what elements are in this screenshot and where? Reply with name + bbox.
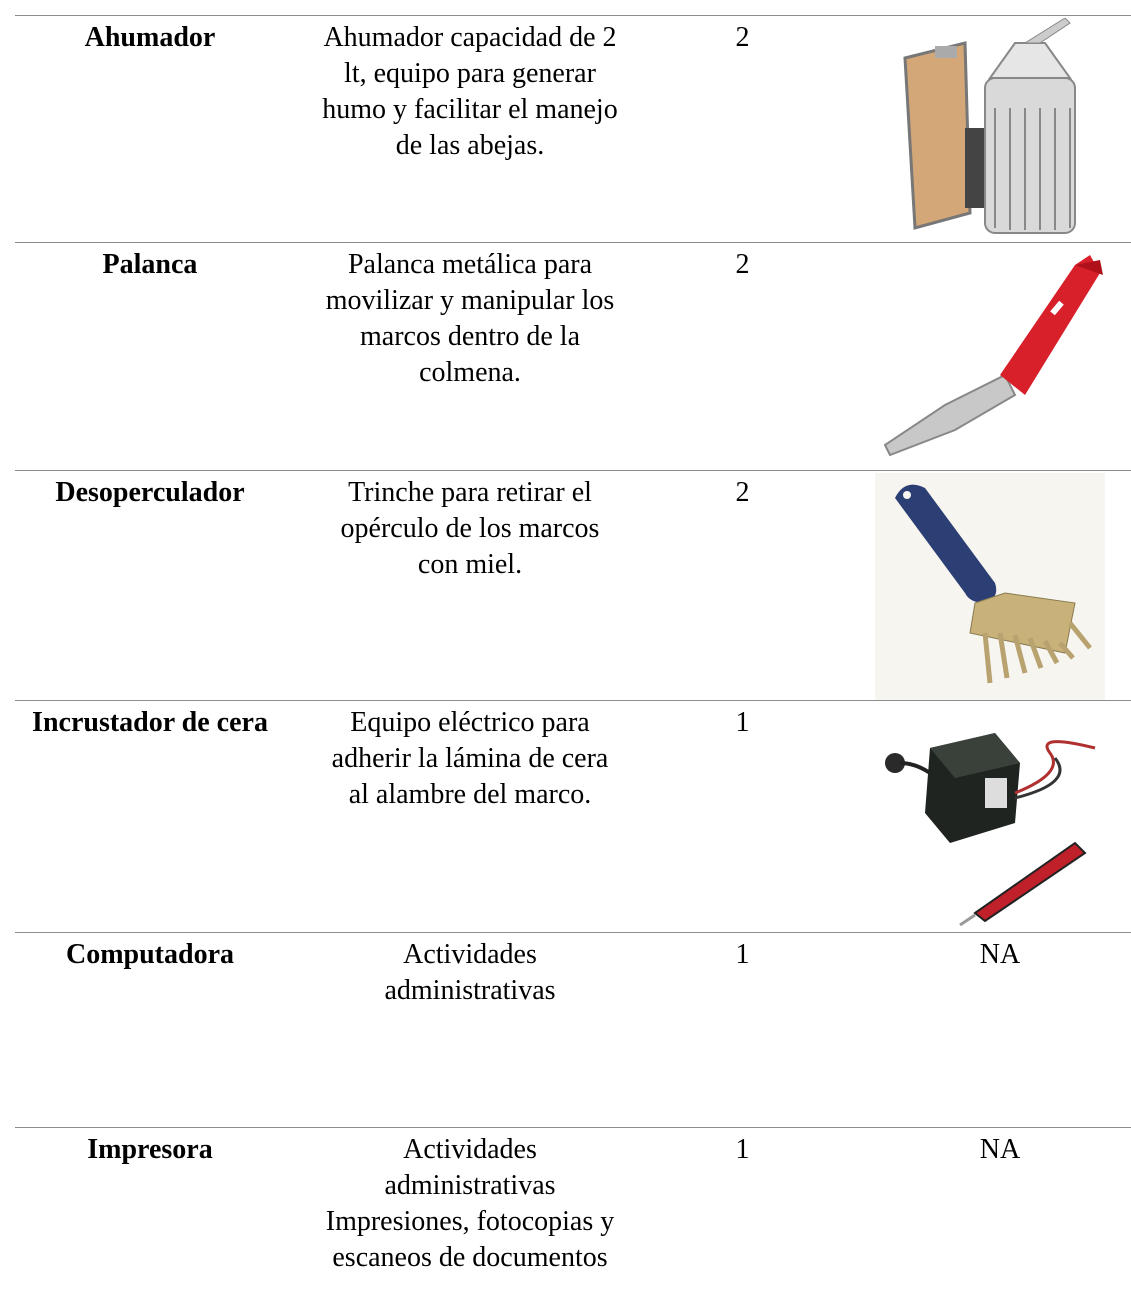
- item-quantity: 2: [735, 249, 750, 280]
- item-description: Trinche para retirar el opérculo de los …: [290, 475, 650, 583]
- description-line: de las abejas.: [395, 130, 545, 161]
- item-description: Equipo eléctrico para adherir la lámina …: [290, 705, 650, 813]
- table-row: Ahumador Ahumador capacidad de 2 lt, equ…: [15, 15, 1131, 243]
- item-quantity: 1: [735, 1134, 750, 1165]
- description-line: lt, equipo para generar: [344, 58, 596, 89]
- item-name: Desoperculador: [55, 477, 245, 508]
- item-name: Impresora: [87, 1134, 213, 1165]
- item-description: Ahumador capacidad de 2 lt, equipo para …: [290, 20, 650, 164]
- item-image-na: NA: [979, 1134, 1021, 1165]
- description-line: escaneos de documentos: [332, 1242, 608, 1273]
- description-line: opérculo de los marcos: [340, 513, 600, 544]
- description-line: Palanca metálica para: [347, 249, 593, 280]
- smoker-image: [903, 18, 1076, 234]
- description-line: humo y facilitar el manejo: [322, 94, 618, 125]
- item-description: Actividades administrativas Impresiones,…: [290, 1132, 650, 1276]
- item-quantity: 2: [735, 22, 750, 53]
- description-line: Actividades: [403, 1134, 537, 1165]
- table-row: Computadora Actividades administrativas …: [15, 932, 1131, 1128]
- item-image-na: NA: [979, 939, 1021, 970]
- table-row: Incrustador de cera Equipo eléctrico par…: [15, 700, 1131, 933]
- table-row: Desoperculador Trinche para retirar el o…: [15, 470, 1131, 701]
- item-description: Palanca metálica para movilizar y manipu…: [290, 247, 650, 391]
- description-line: Actividades: [403, 939, 537, 970]
- description-line: Equipo eléctrico para: [350, 707, 590, 738]
- uncapping-fork-image: [875, 473, 1105, 701]
- description-line: movilizar y manipular los: [325, 285, 615, 316]
- description-line: administrativas: [384, 1170, 556, 1201]
- description-line: Impresiones, fotocopias y: [325, 1206, 615, 1237]
- description-line: con miel.: [417, 549, 523, 580]
- description-line: adherir la lámina de cera: [331, 743, 609, 774]
- description-line: marcos dentro de la: [359, 321, 581, 352]
- hive-tool-image: [883, 255, 1103, 457]
- item-name: Palanca: [102, 249, 198, 280]
- description-line: colmena.: [419, 357, 521, 388]
- item-quantity: 1: [735, 939, 750, 970]
- item-quantity: 2: [735, 477, 750, 508]
- table-row: Impresora Actividades administrativas Im…: [15, 1127, 1131, 1314]
- description-line: Trinche para retirar el: [348, 477, 592, 508]
- item-name: Ahumador: [84, 22, 216, 53]
- item-name: Incrustador de cera: [32, 707, 268, 738]
- item-name: Computadora: [65, 939, 234, 970]
- wax-embedder-image: [885, 733, 1096, 927]
- description-line: al alambre del marco.: [348, 779, 592, 810]
- table-row: Palanca Palanca metálica para movilizar …: [15, 242, 1131, 471]
- description-line: Ahumador capacidad de 2: [323, 22, 617, 53]
- description-line: administrativas: [384, 975, 556, 1006]
- item-quantity: 1: [735, 707, 750, 738]
- item-description: Actividades administrativas: [290, 937, 650, 1009]
